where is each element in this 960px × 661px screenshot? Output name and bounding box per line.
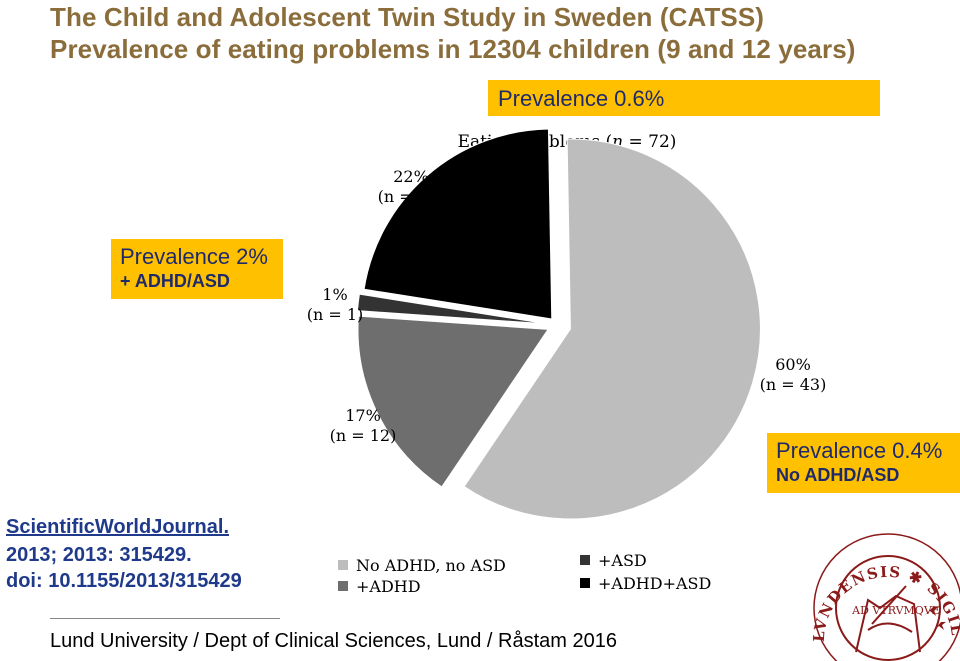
callout-no-adhd-asd-sub: No ADHD/ASD <box>776 465 900 485</box>
callout-no-adhd-asd: Prevalence 0.4% No ADHD/ASD <box>767 433 960 493</box>
legend-label: +ADHD <box>356 577 421 596</box>
title-line-2: Prevalence of eating problems in 12304 c… <box>50 34 856 64</box>
seal-inner-lettering: AD VTRVMQVE <box>851 604 940 617</box>
legend-label: +ADHD+ASD <box>598 574 711 593</box>
legend-swatch <box>338 581 348 591</box>
pie-slice-no-adhd-no-asd <box>463 138 761 520</box>
legend-swatch <box>580 555 590 565</box>
slice-count-label: (n = 1) <box>307 305 364 324</box>
callout-adhd-asd-sub: + ADHD/ASD <box>120 271 230 291</box>
pie-slice-adhd <box>357 315 549 488</box>
footer-divider <box>50 618 280 619</box>
pie-slice-asd <box>356 293 548 325</box>
callout-total-prevalence: Prevalence 0.6% <box>488 80 880 116</box>
lund-university-seal-logo: LVNDENSIS ✱ SIGILL ✱ ACADEMIAE ✱ AD VTRV… <box>806 512 960 661</box>
callout-adhd-asd-main: Prevalence 2% <box>120 244 268 269</box>
reference-journal-link[interactable]: ScientificWorldJournal. <box>6 516 229 538</box>
slice-count-label: (n = 12) <box>330 426 397 445</box>
legend-swatch <box>580 578 590 588</box>
slice-count-label: (n = 16) <box>378 187 445 206</box>
slice-percent-label: 17% <box>345 406 381 425</box>
reference-doi: doi: 10.1155/2013/315429 <box>6 570 242 592</box>
reference-volume: 2013; 2013: 315429. <box>6 544 192 566</box>
legend-label: +ASD <box>598 551 647 570</box>
pie-slice-adhd-asd <box>363 128 553 320</box>
slice-percent-label: 22% <box>393 167 429 186</box>
slice-percent-label: 1% <box>322 285 347 304</box>
callout-adhd-asd: Prevalence 2% + ADHD/ASD <box>111 239 283 299</box>
legend-label: No ADHD, no ASD <box>356 556 506 575</box>
slice-percent-label: 60% <box>775 355 811 374</box>
legend-swatch <box>338 560 348 570</box>
slice-count-label: (n = 43) <box>760 375 827 394</box>
title-line-1: The Child and Adolescent Twin Study in S… <box>50 2 765 32</box>
footer-text: Lund University / Dept of Clinical Scien… <box>50 630 617 652</box>
callout-no-adhd-asd-main: Prevalence 0.4% <box>776 438 943 463</box>
